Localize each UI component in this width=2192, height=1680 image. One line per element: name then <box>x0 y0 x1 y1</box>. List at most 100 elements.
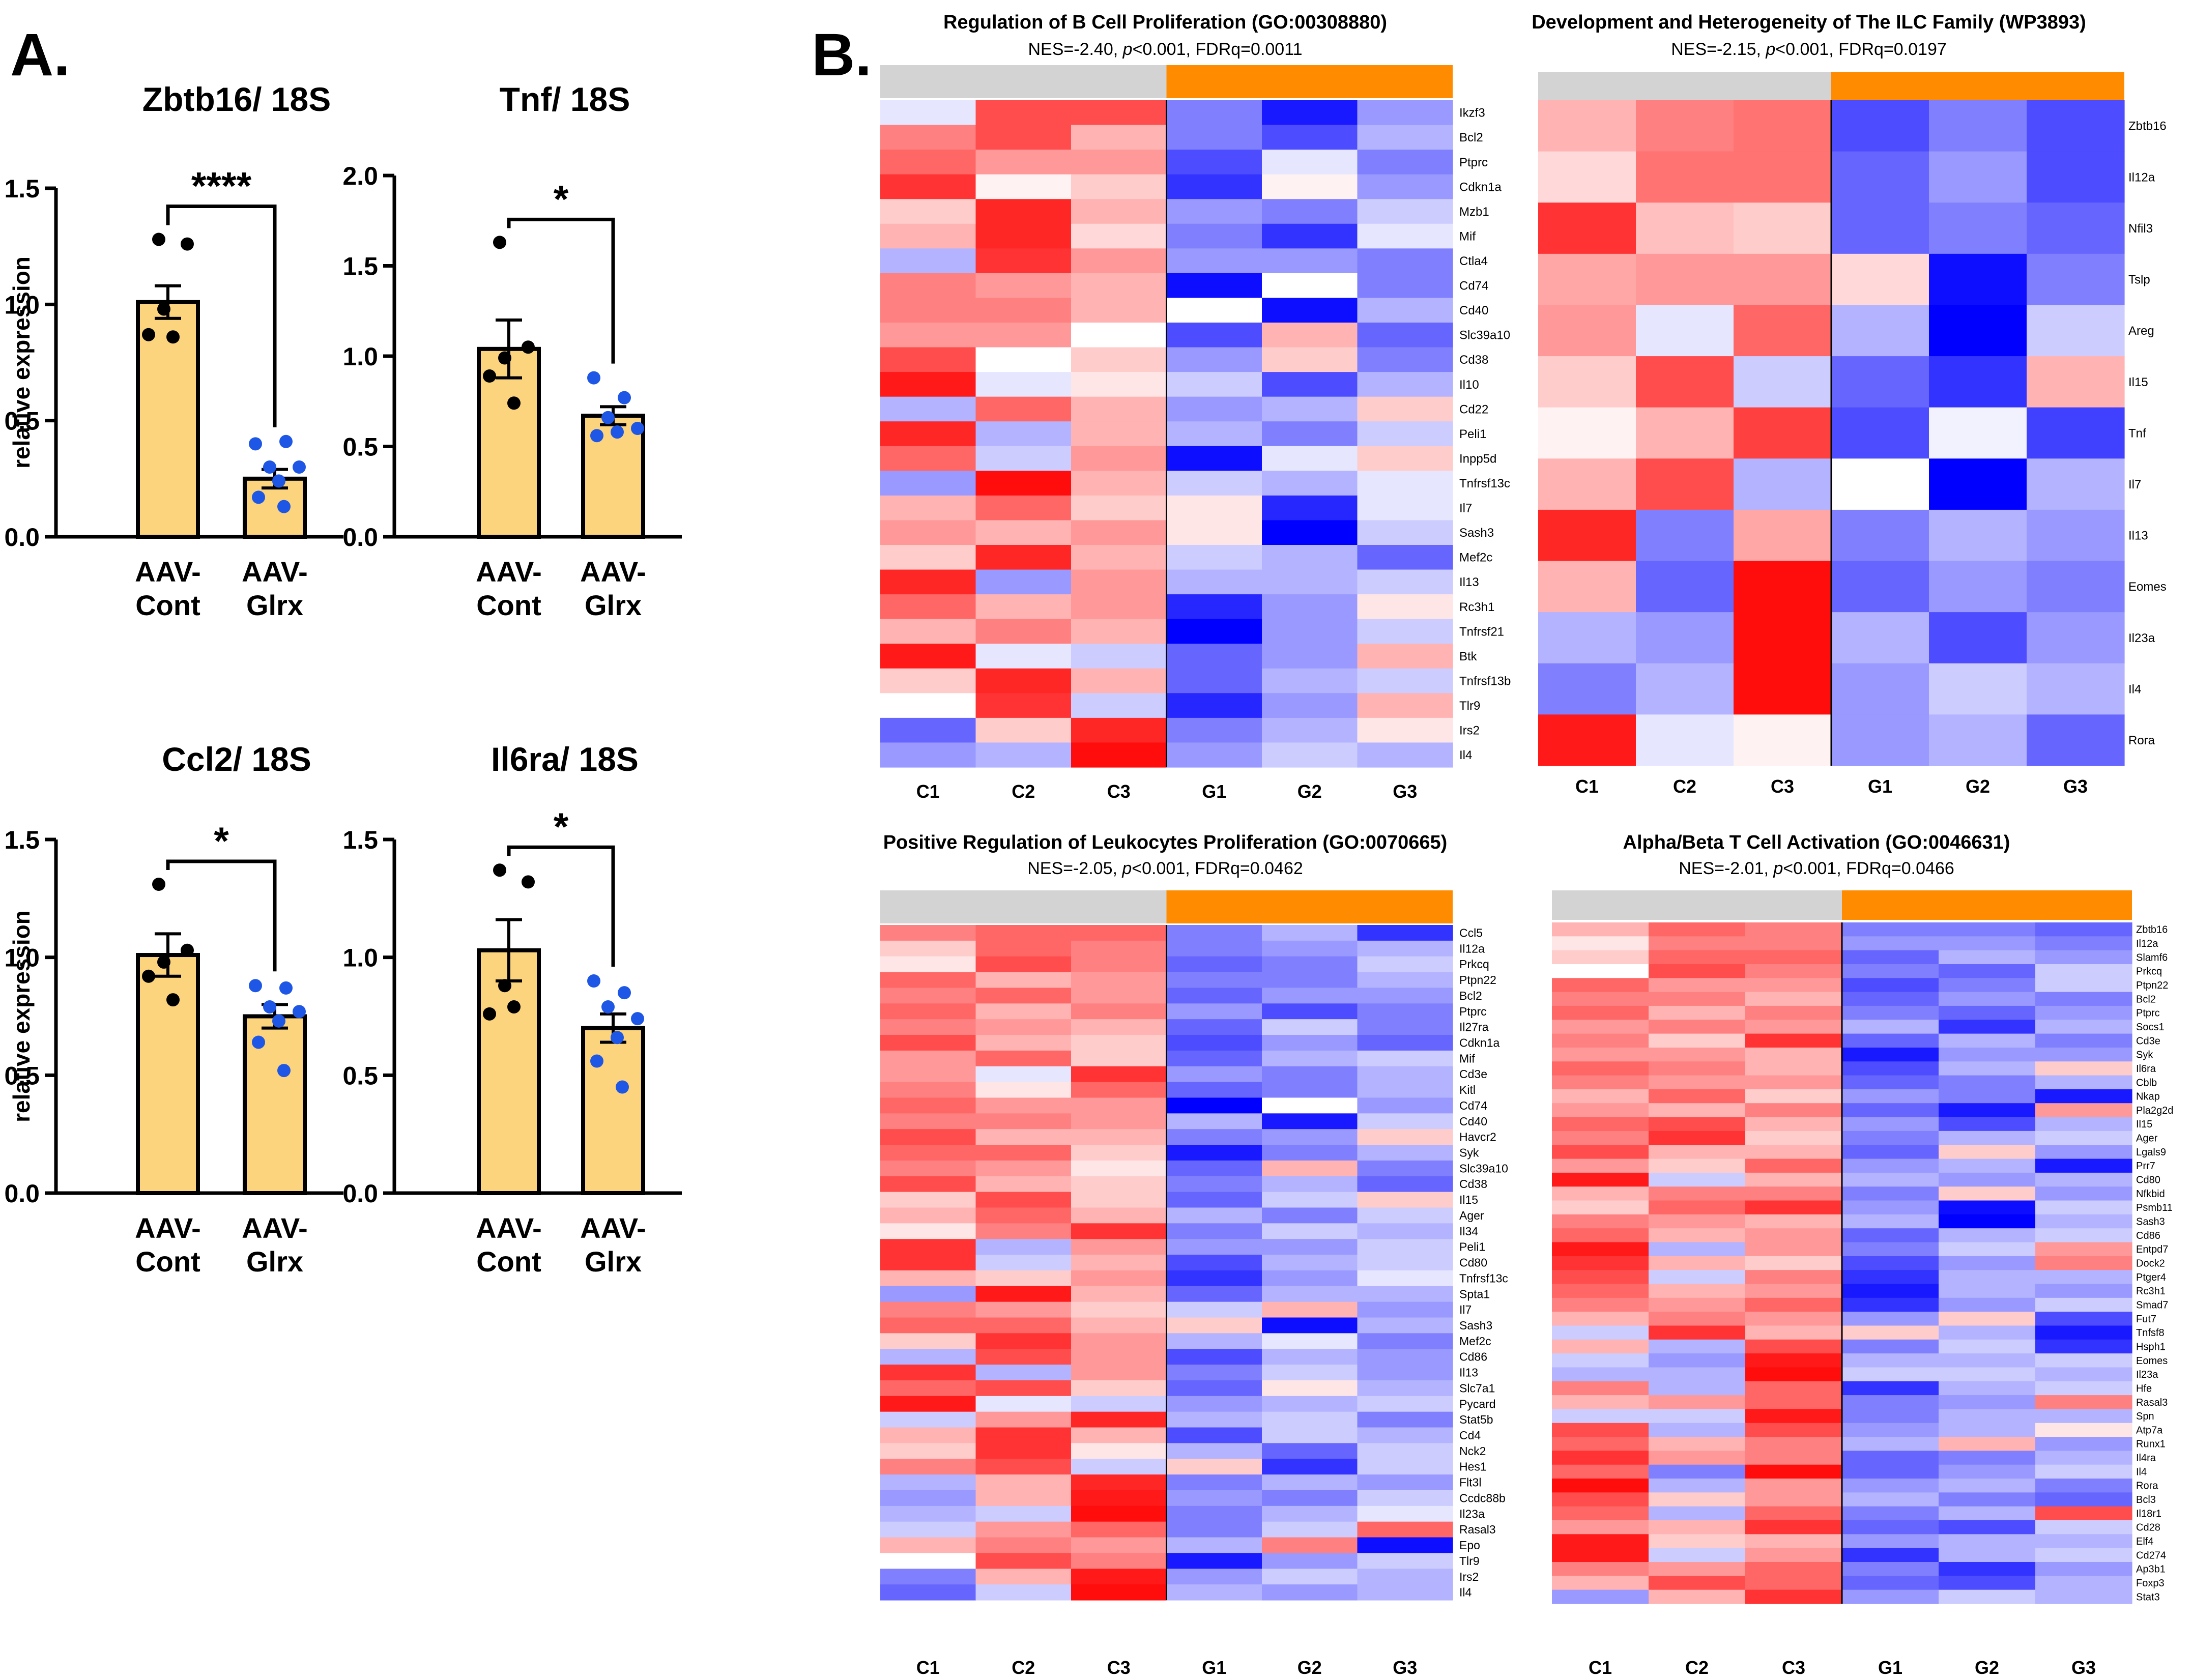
heatmap-cell <box>1262 1019 1358 1035</box>
heatmap-cell <box>1745 1075 1842 1090</box>
heatmap-cell <box>880 1569 976 1585</box>
heatmap-cell <box>880 1019 976 1035</box>
heatmap-cell <box>1842 1214 1939 1229</box>
heatmap-cell <box>2035 1395 2132 1410</box>
heatmap-cell <box>1842 1534 1939 1549</box>
heatmap-cell <box>1842 1479 1939 1493</box>
gene-label: Eomes <box>2128 580 2167 594</box>
heatmap-cell <box>1842 992 1939 1006</box>
heatmap-cell <box>880 693 976 718</box>
data-point-glrx <box>252 490 265 504</box>
heatmap-cell <box>880 1365 976 1381</box>
heatmap-cell <box>1842 1589 1939 1604</box>
bar-chart-3: Ccl2/ 18S relative expression 0.0 0.5 1.0 1.5… <box>4 740 343 1278</box>
heatmap-cell <box>1166 1490 1262 1507</box>
heatmap-cell <box>1357 323 1453 348</box>
heatmap-cell <box>1842 1409 1939 1424</box>
gene-label: Rasal3 <box>2136 1397 2168 1408</box>
heatmap-cell <box>1262 972 1358 989</box>
data-point-cont <box>493 863 506 877</box>
heatmap-cell <box>880 347 976 372</box>
heatmap-cell <box>1166 1066 1262 1083</box>
gene-label: Tnfrsf13c <box>1459 1271 1508 1285</box>
data-point-glrx <box>263 1000 276 1013</box>
sample-label: C1 <box>916 1657 940 1678</box>
heatmap-subtitle: NES=-2.05, p<0.001, FDRq=0.0462 <box>1027 859 1303 878</box>
heatmap-cell <box>1357 421 1453 447</box>
gene-label: Hes1 <box>1459 1460 1487 1473</box>
heatmap-cell <box>880 545 976 570</box>
heatmap-cell <box>1636 100 1734 152</box>
heatmap-cell <box>1071 1569 1167 1585</box>
heatmap-cell <box>880 125 976 150</box>
heatmap-cell <box>1929 458 2027 510</box>
heatmap-cell <box>880 421 976 447</box>
heatmap-cell <box>1357 520 1453 545</box>
heatmap-cell <box>1262 223 1358 249</box>
heatmap-cell <box>1262 298 1358 323</box>
gene-label: Il18r1 <box>2136 1508 2161 1519</box>
gene-label: Hsph1 <box>2136 1341 2166 1352</box>
heatmap-cell <box>1538 714 1636 766</box>
heatmap-cell <box>1939 1005 2036 1020</box>
heatmap-cell <box>1357 1443 1453 1459</box>
heatmap-cell <box>1649 1409 1746 1424</box>
x-tick-label-line: AAV- <box>242 556 308 588</box>
y-tick-label: 0.5 <box>342 1061 378 1090</box>
gene-label: Elf4 <box>2136 1536 2153 1547</box>
heatmap-cell <box>1552 964 1649 978</box>
heatmap-cell <box>1357 594 1453 620</box>
sample-label: G2 <box>1975 1657 1999 1678</box>
gene-label: Mef2c <box>1459 1335 1491 1348</box>
data-point-cont <box>157 302 170 316</box>
heatmap-cell <box>1552 1451 1649 1465</box>
heatmap-cell <box>1734 561 1832 613</box>
heatmap-cell <box>1745 1284 1842 1298</box>
sample-label: C2 <box>1012 1657 1035 1678</box>
heatmap-cell <box>1166 1129 1262 1145</box>
heatmap-cell <box>1071 1239 1167 1255</box>
heatmap-cell <box>2035 1061 2132 1076</box>
x-tick-label-line: Cont <box>135 1245 200 1278</box>
heatmap-cell <box>1262 1082 1358 1098</box>
heatmap-cell <box>975 1411 1072 1428</box>
heatmap-cell <box>1262 396 1358 422</box>
heatmap-cell <box>1649 1562 1746 1576</box>
gene-label: Il10 <box>1459 378 1479 392</box>
heatmap-cell <box>1262 1066 1358 1083</box>
heatmap-cell <box>1262 1459 1358 1475</box>
chart-title: Ccl2/ 18S <box>162 740 311 778</box>
heatmap-cell <box>2035 1020 2132 1034</box>
heatmap-cell <box>880 396 976 422</box>
heatmap-cell <box>1357 1411 1453 1428</box>
heatmap-cell <box>1831 356 1929 408</box>
data-point-cont <box>152 233 165 246</box>
gene-label: Rora <box>2136 1481 2158 1492</box>
sample-label: G1 <box>1868 776 1892 797</box>
heatmap-cell <box>1262 174 1358 199</box>
heatmap-cell <box>975 174 1072 199</box>
heatmap-cell <box>975 446 1072 471</box>
heatmap-cell <box>1649 1047 1746 1062</box>
gene-label: Stat3 <box>2136 1591 2160 1603</box>
heatmap-cell <box>1649 1214 1746 1229</box>
heatmap-cell <box>1166 471 1262 496</box>
x-tick-label-line: Glrx <box>246 589 303 621</box>
heatmap-cell <box>1734 663 1832 715</box>
heatmap-cell <box>1649 1464 1746 1479</box>
heatmap-cell <box>1939 1423 2036 1437</box>
heatmap-cell <box>1262 372 1358 397</box>
heatmap-cell <box>975 1176 1072 1193</box>
gene-label: Tnfrsf13c <box>1459 477 1510 490</box>
heatmap-cell <box>2027 151 2125 203</box>
heatmap-cell <box>1929 151 2027 203</box>
heatmap-cell <box>880 569 976 595</box>
heatmap-cell <box>1939 1367 2036 1382</box>
heatmap-cell <box>2035 1451 2132 1465</box>
heatmap-cell <box>1166 174 1262 199</box>
heatmap-cell <box>1166 1365 1262 1381</box>
heatmap-cell <box>880 446 976 471</box>
heatmap-cell <box>1939 1576 2036 1590</box>
heatmap-cell <box>1745 1131 1842 1145</box>
